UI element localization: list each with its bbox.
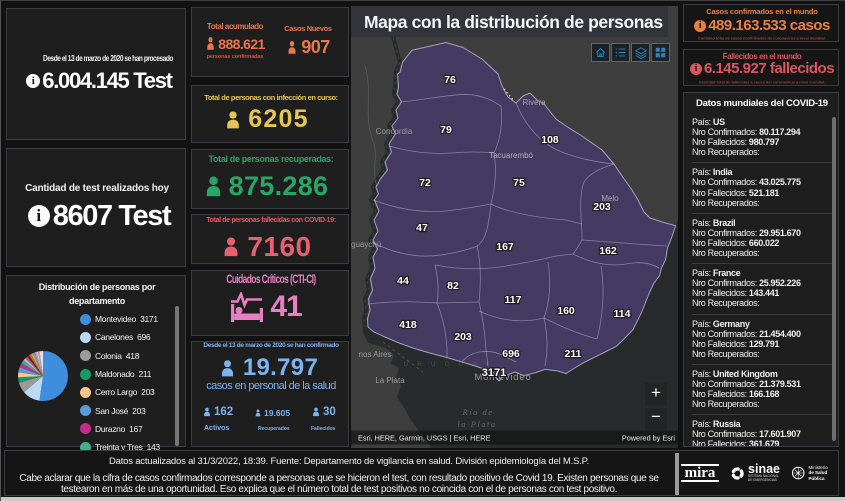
svg-text:114: 114 (614, 308, 631, 320)
svg-text:Concordia: Concordia (376, 127, 413, 136)
svg-text:160: 160 (557, 305, 575, 317)
svg-text:75: 75 (513, 177, 525, 189)
svg-text:Powered by Esri: Powered by Esri (622, 434, 676, 443)
svg-text:76: 76 (444, 74, 456, 86)
svg-text:162: 162 (599, 245, 617, 257)
svg-text:203: 203 (454, 331, 472, 343)
svg-text:Río de: Río de (462, 407, 494, 417)
svg-text:47: 47 (416, 222, 428, 234)
svg-text:Melo: Melo (601, 194, 619, 203)
svg-text:nos Aires: nos Aires (359, 350, 392, 359)
svg-text:3171: 3171 (482, 367, 506, 379)
svg-text:44: 44 (397, 275, 409, 287)
svg-text:79: 79 (440, 124, 452, 136)
svg-text:Montevideo: Montevideo (474, 372, 531, 383)
svg-text:167: 167 (496, 241, 514, 253)
svg-text:La Plata: La Plata (375, 376, 405, 385)
svg-text:82: 82 (447, 280, 459, 292)
svg-text:696: 696 (502, 348, 520, 360)
svg-text:guaychú: guaychú (351, 240, 381, 249)
svg-text:Esri, HERE, Garmin, USGS | Esr: Esri, HERE, Garmin, USGS | Esri, HERE (358, 434, 491, 443)
svg-text:211: 211 (565, 348, 582, 360)
svg-text:Rivera: Rivera (522, 98, 546, 107)
svg-text:108: 108 (541, 134, 559, 146)
svg-text:418: 418 (399, 319, 417, 331)
svg-text:la Plata: la Plata (457, 419, 496, 429)
svg-text:117: 117 (505, 294, 522, 306)
svg-text:Tacuarembó: Tacuarembó (489, 151, 534, 160)
svg-text:URUGUAY: URUGUAY (403, 361, 498, 368)
svg-text:72: 72 (419, 177, 431, 189)
svg-text:203: 203 (593, 201, 611, 213)
